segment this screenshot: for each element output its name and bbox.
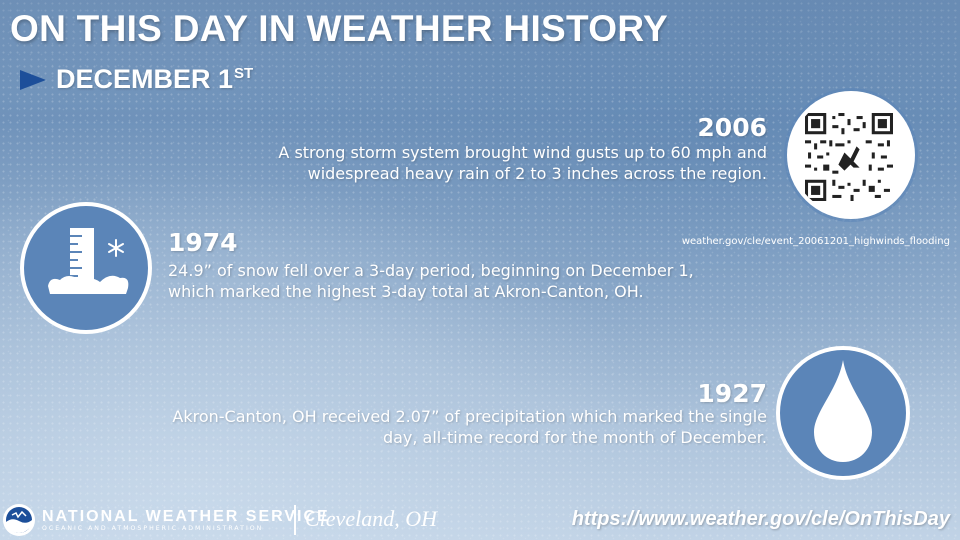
footer-url-link[interactable]: https://www.weather.gov/cle/OnThisDay [571,508,950,530]
qr-code-circle[interactable] [787,91,915,219]
event-desc-2006: A strong storm system brought wind gusts… [278,142,767,184]
agency-name: NATIONAL WEATHER SERVICE [42,508,330,525]
snow-gauge-icon [48,228,129,294]
play-arrow-icon [20,69,46,90]
event-desc-1927: Akron-Canton, OH received 2.07” of preci… [172,406,767,448]
office-name: Cleveland, OH [305,506,437,531]
date-label: DECEMBER 1ST [56,64,253,95]
event-desc-line: widespread heavy rain of 2 to 3 inches a… [307,164,767,183]
event-desc-line: 24.9” of snow fell over a 3-day period, … [168,261,694,280]
snow-gauge-circle [20,202,152,334]
footer-divider [294,505,296,535]
event-desc-line: A strong storm system brought wind gusts… [278,143,767,162]
date-row: DECEMBER 1ST [20,64,253,95]
header-band [0,0,960,100]
event-link-2006[interactable]: weather.gov/cle/event_20061201_highwinds… [681,236,950,247]
qr-code-icon [805,113,893,201]
event-year-1927: 1927 [697,379,767,408]
event-desc-line: Akron-Canton, OH received 2.07” of preci… [172,407,767,426]
agency-subtitle: OCEANIC AND ATMOSPHERIC ADMINISTRATION [42,525,264,532]
date-suffix: ST [234,65,254,82]
raindrop-icon [814,360,872,462]
event-desc-1974: 24.9” of snow fell over a 3-day period, … [168,260,694,302]
event-desc-line: which marked the highest 3-day total at … [168,282,644,301]
event-year-2006: 2006 [697,113,767,142]
event-year-1974: 1974 [168,228,238,257]
noaa-logo-icon [3,504,35,536]
date-main: DECEMBER 1 [56,64,234,94]
raindrop-circle [776,346,910,480]
page-title: ON THIS DAY IN WEATHER HISTORY [10,8,668,49]
event-desc-line: day, all-time record for the month of De… [382,428,767,447]
